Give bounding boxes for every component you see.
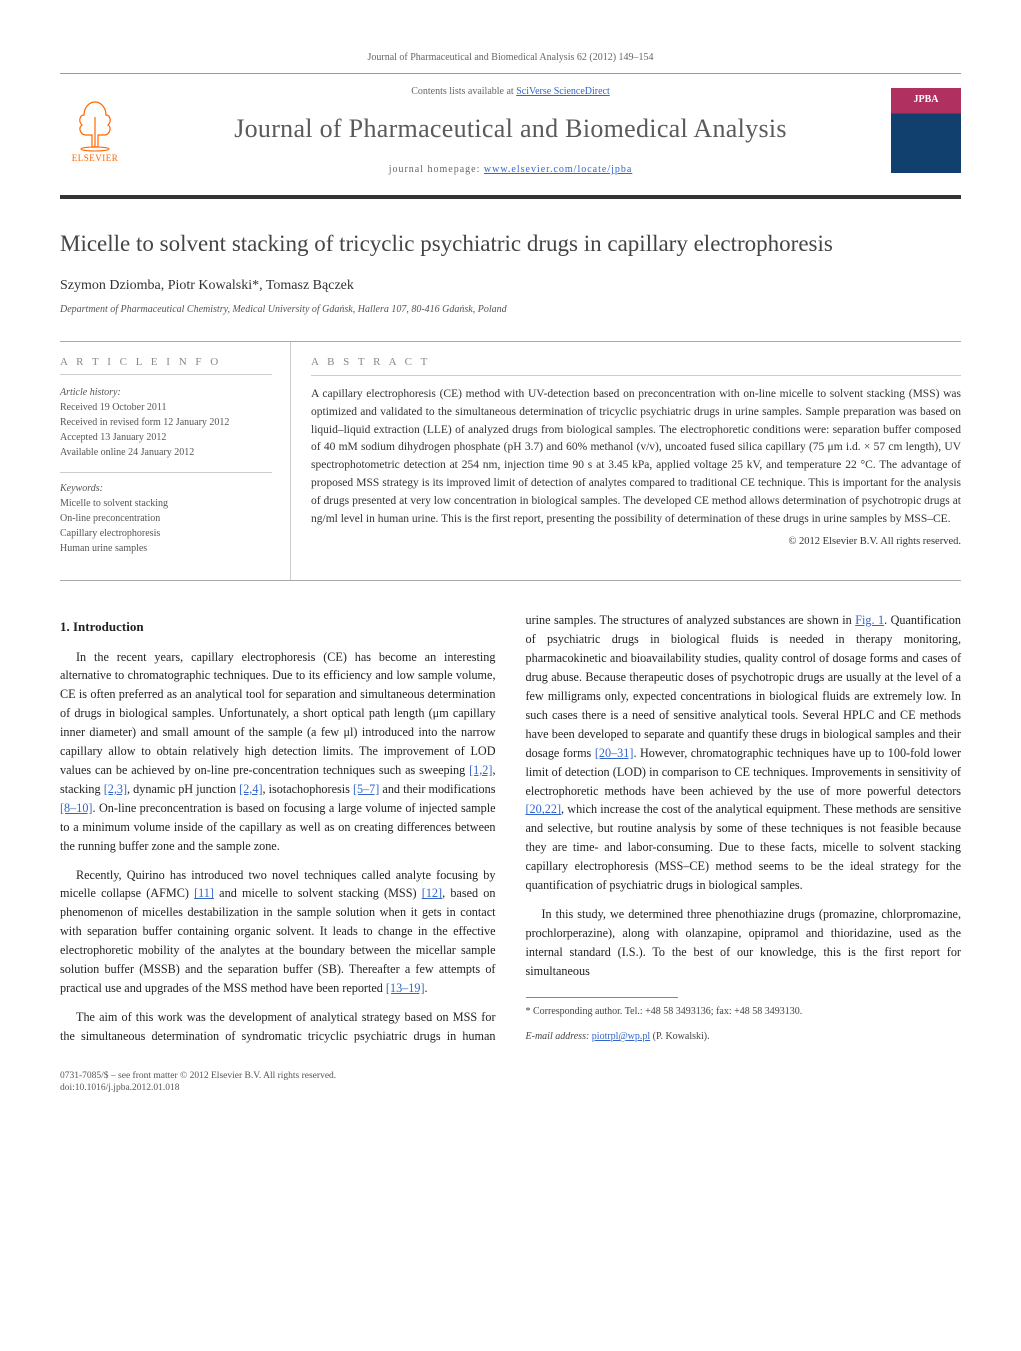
journal-cover-abbr: JPBA (914, 92, 939, 107)
abstract-column: A B S T R A C T A capillary electrophore… (290, 342, 961, 581)
journal-title: Journal of Pharmaceutical and Biomedical… (130, 109, 891, 148)
contents-prefix: Contents lists available at (411, 86, 516, 97)
affiliation: Department of Pharmaceutical Chemistry, … (60, 302, 961, 317)
email-link[interactable]: piotrpl@wp.pl (592, 1031, 650, 1042)
citation-link[interactable]: [2,3] (104, 782, 127, 796)
homepage-prefix: journal homepage: (389, 164, 484, 175)
article-info-column: A R T I C L E I N F O Article history: R… (60, 342, 290, 581)
article-title: Micelle to solvent stacking of tricyclic… (60, 229, 961, 259)
body-paragraph: Recently, Quirino has introduced two nov… (60, 866, 496, 998)
date-received: Received 19 October 2011 (60, 400, 272, 415)
sciencedirect-link[interactable]: SciVerse ScienceDirect (516, 86, 610, 97)
footnote-separator (526, 997, 678, 998)
footer-meta: 0731-7085/$ – see front matter © 2012 El… (60, 1070, 961, 1095)
body-paragraph: In this study, we determined three pheno… (526, 905, 962, 981)
elsevier-tree-icon (70, 97, 120, 152)
author-list: Szymon Dziomba, Piotr Kowalski*, Tomasz … (60, 275, 961, 296)
citation-link[interactable]: [20,22] (526, 802, 562, 816)
keyword: Human urine samples (60, 541, 272, 556)
citation-link[interactable]: [5–7] (353, 782, 379, 796)
doi-line: doi:10.1016/j.jpba.2012.01.018 (60, 1082, 961, 1094)
homepage-link[interactable]: www.elsevier.com/locate/jpba (484, 164, 632, 175)
citation-link[interactable]: [11] (194, 886, 214, 900)
publisher-logo: ELSEVIER (60, 96, 130, 166)
journal-cover-thumb: JPBA (891, 88, 961, 173)
journal-homepage-line: journal homepage: www.elsevier.com/locat… (130, 162, 891, 177)
abstract-heading: A B S T R A C T (311, 354, 961, 376)
date-revised: Received in revised form 12 January 2012 (60, 415, 272, 430)
email-footnote: E-mail address: piotrpl@wp.pl (P. Kowals… (526, 1029, 962, 1045)
keyword: Micelle to solvent stacking (60, 496, 272, 511)
article-body: 1. Introduction In the recent years, cap… (60, 611, 961, 1050)
date-accepted: Accepted 13 January 2012 (60, 430, 272, 445)
citation-link[interactable]: [12] (422, 886, 442, 900)
abstract-copyright: © 2012 Elsevier B.V. All rights reserved… (311, 534, 961, 550)
citation-link[interactable]: [2,4] (239, 782, 262, 796)
issn-line: 0731-7085/$ – see front matter © 2012 El… (60, 1070, 961, 1082)
publisher-name: ELSEVIER (72, 152, 119, 166)
citation-link[interactable]: [1,2] (469, 763, 492, 777)
keywords-label: Keywords: (60, 481, 272, 496)
citation-link[interactable]: [13–19] (386, 981, 425, 995)
corresponding-author-footnote: * Corresponding author. Tel.: +48 58 349… (526, 1004, 962, 1020)
figure-link[interactable]: Fig. 1 (855, 613, 884, 627)
keyword: On-line preconcentration (60, 511, 272, 526)
abstract-text: A capillary electrophoresis (CE) method … (311, 386, 961, 529)
keyword: Capillary electrophoresis (60, 526, 272, 541)
citation-link[interactable]: [20–31] (595, 746, 634, 760)
article-info-heading: A R T I C L E I N F O (60, 354, 272, 376)
citation-link[interactable]: [8–10] (60, 801, 93, 815)
date-online: Available online 24 January 2012 (60, 445, 272, 460)
body-paragraph: In the recent years, capillary electroph… (60, 648, 496, 856)
info-abstract-row: A R T I C L E I N F O Article history: R… (60, 341, 961, 582)
history-label: Article history: (60, 385, 272, 400)
contents-available-line: Contents lists available at SciVerse Sci… (130, 84, 891, 99)
running-header: Journal of Pharmaceutical and Biomedical… (60, 50, 961, 65)
section-heading-intro: 1. Introduction (60, 617, 496, 637)
journal-header-box: ELSEVIER Contents lists available at Sci… (60, 73, 961, 199)
